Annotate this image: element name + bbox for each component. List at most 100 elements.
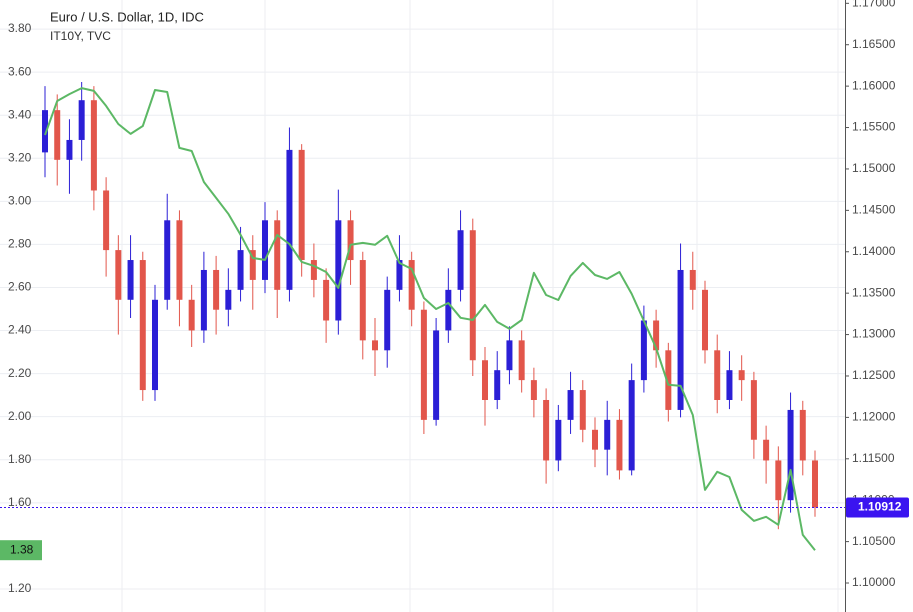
candle-body <box>310 260 317 280</box>
candle-body <box>530 380 537 400</box>
y2-tick-label: 1.14000 <box>852 244 896 258</box>
y-tick-label: 3.40 <box>8 107 32 121</box>
candle-body <box>176 220 183 300</box>
chart-title: Euro / U.S. Dollar, 1D, IDC <box>50 9 204 24</box>
last-value-label: 1.38 <box>10 542 34 556</box>
candle-body <box>139 260 146 391</box>
candle-body <box>298 149 305 261</box>
line-series <box>44 87 816 551</box>
candle-body <box>665 350 672 410</box>
y-tick-label: 2.80 <box>8 237 32 251</box>
axis-labels: 3.80 3.60 3.40 3.20 3.00 2.80 2.60 2.40 2.20 2.00… <box>0 0 909 595</box>
y-tick-label: 3.60 <box>8 64 32 78</box>
plot <box>0 81 845 551</box>
y2-tick-label: 1.16000 <box>852 78 896 92</box>
candle-body <box>677 269 684 410</box>
candle-body <box>702 289 708 351</box>
candle-body <box>604 419 611 450</box>
y2-tick-label: 1.17000 <box>852 0 896 9</box>
candle-body <box>579 390 586 430</box>
candle-body <box>653 320 660 351</box>
candle-body <box>347 220 354 261</box>
y-tick-label: 2.00 <box>8 409 32 423</box>
candle-body <box>787 409 794 501</box>
y-tick-label: 2.20 <box>8 366 32 380</box>
candle-body <box>420 309 427 420</box>
candle-body <box>323 279 330 321</box>
candle-body <box>200 269 207 331</box>
candle-body <box>274 220 281 290</box>
candle-body <box>372 340 378 351</box>
y2-tick-label: 1.11500 <box>852 451 895 465</box>
y2-tick-label: 1.10500 <box>852 534 896 548</box>
candle-body <box>506 340 513 371</box>
y2-tick-label: 1.16500 <box>852 37 896 51</box>
candle-body <box>726 370 733 400</box>
candle-body <box>225 289 232 310</box>
candle-body <box>799 409 806 461</box>
legend-entry: IT10Y, TVC <box>50 29 111 43</box>
y-tick-label: 1.20 <box>8 581 32 595</box>
candle-body <box>445 289 452 331</box>
candle-body <box>359 260 366 341</box>
y2-tick-label: 1.13500 <box>852 285 896 299</box>
y-tick-label: 3.80 <box>8 21 32 35</box>
last-price-label: 1.10912 <box>858 500 902 514</box>
candle-body <box>433 330 440 420</box>
candle-body <box>335 220 342 321</box>
candle-body <box>127 260 134 300</box>
y-tick-label: 2.60 <box>8 280 32 294</box>
candle-body <box>188 299 195 331</box>
y2-tick-label: 1.12000 <box>852 410 896 424</box>
candle-body <box>384 289 391 351</box>
candle-body <box>262 220 268 280</box>
candle-body <box>164 220 171 300</box>
candle-body <box>66 139 73 160</box>
candle-body <box>152 299 158 391</box>
candle-body <box>90 100 97 191</box>
candle-body <box>457 230 464 290</box>
y-tick-label: 3.00 <box>8 194 32 208</box>
last-value-badge <box>0 540 42 561</box>
candle-body <box>494 370 501 400</box>
candle-body <box>213 269 220 310</box>
candle-body <box>103 190 110 251</box>
y2-tick-label: 1.13000 <box>852 327 896 341</box>
candle-body <box>738 370 745 381</box>
candle-body <box>237 250 244 290</box>
y-tick-label: 2.40 <box>8 323 32 337</box>
candle-body <box>115 250 122 300</box>
candle-body <box>567 390 574 420</box>
y2-tick-label: 1.15500 <box>852 120 896 134</box>
candle-body <box>249 250 256 280</box>
last-price-badge <box>846 497 909 518</box>
candle-body <box>482 360 488 400</box>
y2-tick-label: 1.15000 <box>852 161 896 175</box>
candle-body <box>775 460 782 501</box>
candle-body <box>54 110 61 160</box>
candle-body <box>592 429 598 450</box>
candle-body <box>714 350 721 400</box>
y-tick-label: 1.80 <box>8 452 32 466</box>
y-tick-label: 1.60 <box>8 495 32 509</box>
candle-body <box>469 230 476 361</box>
candle-body <box>750 380 757 440</box>
candle-body <box>640 320 647 381</box>
candle-body <box>286 149 293 290</box>
candle-body <box>408 260 415 310</box>
y2-tick-label: 1.10000 <box>852 575 896 589</box>
candle-body <box>396 260 403 290</box>
candle-body <box>518 340 525 381</box>
candle-body <box>616 419 623 471</box>
candle-body <box>78 100 85 140</box>
candle-body <box>689 269 696 290</box>
candle-body <box>812 460 818 508</box>
y2-tick-label: 1.12500 <box>852 368 896 382</box>
candle-body <box>543 399 550 461</box>
candle-body <box>763 439 770 461</box>
candle-body <box>555 419 562 461</box>
candle-body <box>42 110 48 153</box>
y2-tick-label: 1.14500 <box>852 203 896 217</box>
